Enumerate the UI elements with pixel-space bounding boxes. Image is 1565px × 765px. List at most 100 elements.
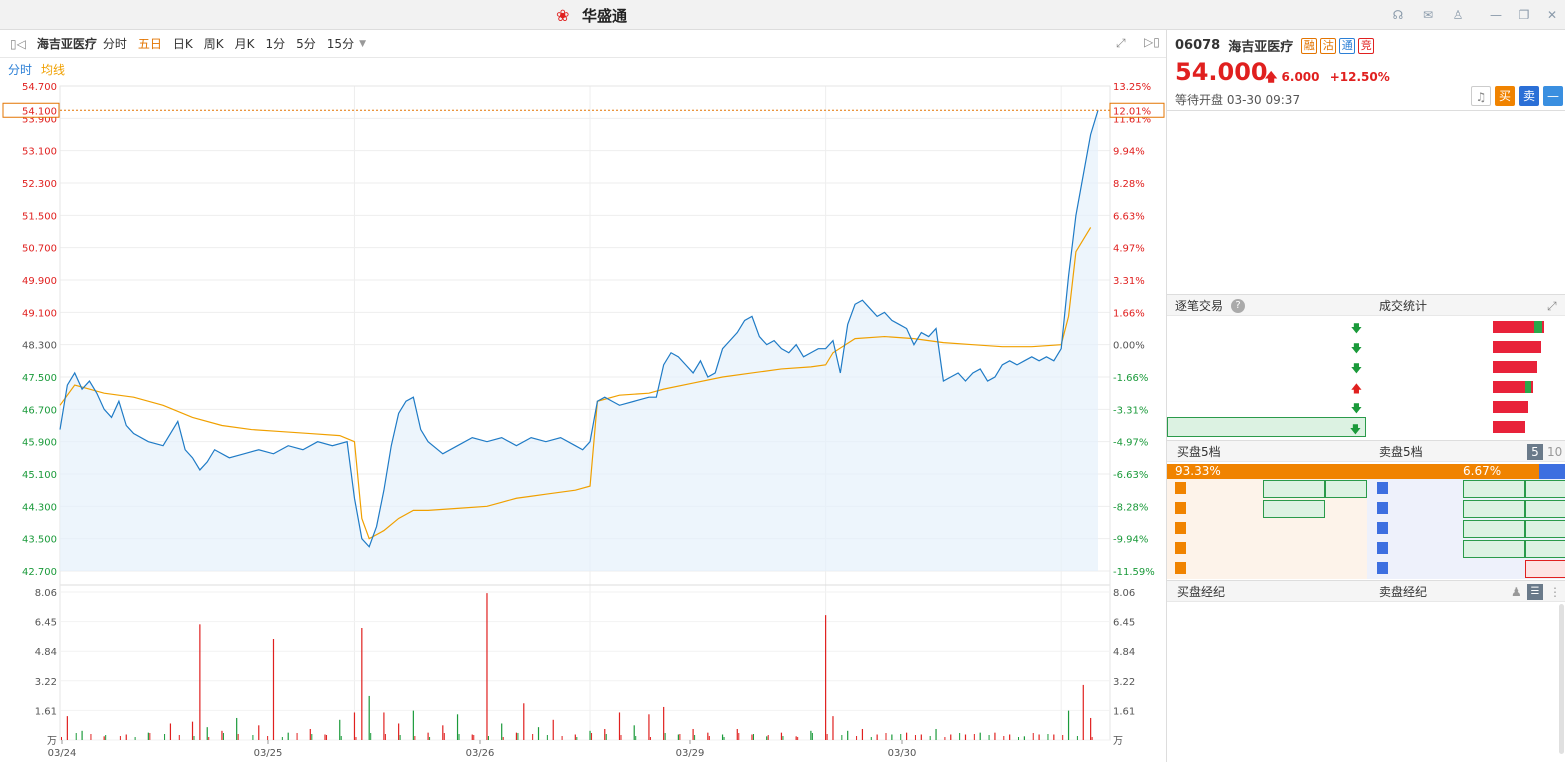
ask-broker-title: 卖盘经纪	[1379, 585, 1428, 599]
expand-icon[interactable]: ⤢	[1116, 36, 1126, 50]
ask-level-row[interactable]	[1367, 499, 1565, 519]
ask-level-row[interactable]	[1367, 479, 1565, 499]
tab-1min[interactable]: 1分	[265, 37, 286, 51]
arrow-down-icon: 🡇	[1350, 322, 1362, 335]
legend-avg[interactable]: 均线	[41, 63, 66, 77]
price-tick: 50.700	[22, 244, 57, 255]
fullscreen-icon[interactable]: ⤢	[1547, 299, 1557, 313]
ask-level-index	[1377, 542, 1388, 554]
tick-row: 🡅	[1167, 377, 1366, 397]
price-tick: 52.300	[22, 179, 57, 190]
bid-broker-row	[1167, 724, 1367, 744]
collapse-panel-icon[interactable]: ▷▯	[1144, 35, 1160, 49]
help-icon[interactable]: ?	[1231, 299, 1245, 313]
sell-button[interactable]: 卖	[1519, 86, 1539, 106]
scrollbar[interactable]	[1559, 604, 1564, 754]
bid-level-row[interactable]	[1167, 519, 1367, 539]
deal-bar	[1493, 381, 1533, 393]
deal-bar	[1493, 421, 1525, 433]
tab-week-k[interactable]: 周K	[203, 37, 224, 51]
current-price-box	[2, 102, 60, 118]
badge-short: 沽	[1320, 37, 1337, 54]
bid-broker-row	[1167, 744, 1367, 764]
chevron-down-icon[interactable]: ▼	[359, 38, 366, 49]
brand-logo-icon: ❀	[556, 5, 570, 25]
grid-icon[interactable]: ⋮⋮	[1549, 585, 1565, 599]
quote-panel: 06078 海吉亚医疗 融 沽 通 竞 54.000 🡅 6.000 +12.5…	[1166, 30, 1565, 762]
close-icon[interactable]: ✕	[1546, 8, 1558, 22]
bid-broker-row	[1167, 664, 1367, 684]
price-line	[59, 110, 1099, 548]
market-status: 等待开盘 03-30 09:37	[1175, 93, 1301, 107]
tab-five-day[interactable]: 五日	[137, 37, 162, 51]
bid-level-index	[1175, 542, 1186, 554]
percent-tick: 1.66%	[1113, 308, 1145, 319]
price-tick: 51.500	[22, 211, 57, 222]
tab-5min[interactable]: 5分	[296, 37, 316, 51]
legend-fenshi[interactable]: 分时	[8, 63, 33, 77]
bell-icon[interactable]: ♫	[1471, 86, 1491, 106]
chart-svg: 54.700 13.25% 53.900 11.61% 53.100 9.94% 52.30…	[2, 82, 1165, 759]
volume-tick: 4.84	[35, 647, 57, 658]
ask-level-row[interactable]	[1367, 539, 1565, 559]
five-day-chart[interactable]: 54.700 13.25% 53.900 11.61% 53.100 9.94% 52.30…	[0, 80, 1166, 762]
list-icon[interactable]: ☰	[1527, 584, 1543, 600]
current-pct-box	[1109, 102, 1165, 118]
ask-level-index	[1377, 502, 1388, 514]
bid-volume-box	[1263, 500, 1325, 518]
arrow-down-icon: 🡇	[1349, 423, 1361, 436]
bid-level-row[interactable]	[1167, 479, 1367, 499]
percent-tick: -8.28%	[1113, 502, 1148, 513]
tick-row: 🡇	[1167, 357, 1366, 377]
ask-level-row[interactable]	[1367, 519, 1565, 539]
deal-bar	[1493, 361, 1537, 373]
ask-level-row[interactable]	[1367, 559, 1565, 579]
tab-day-k[interactable]: 日K	[172, 37, 193, 51]
bid-broker-row	[1167, 644, 1367, 664]
ask-broker-row	[1367, 724, 1556, 744]
tab-month-k[interactable]: 月K	[234, 37, 255, 51]
ask-book	[1367, 479, 1565, 579]
tab-fenshi[interactable]: 分时	[102, 37, 127, 51]
ticks-title: 逐笔交易	[1175, 299, 1224, 313]
minimize-icon[interactable]: —	[1490, 8, 1502, 22]
quote-header: 06078 海吉亚医疗 融 沽 通 竞	[1175, 36, 1375, 55]
collapse-quote-icon[interactable]: —	[1543, 86, 1563, 106]
tab-15min[interactable]: 15分	[326, 37, 355, 51]
panel-toggle-icon[interactable]: ▯◁	[10, 36, 26, 51]
tick-row: 🡇	[1167, 417, 1366, 437]
person-icon[interactable]: ♟	[1511, 585, 1522, 599]
stats-row	[1167, 253, 1565, 273]
bid-level-index	[1175, 482, 1186, 494]
percent-tick: -4.97%	[1113, 438, 1148, 449]
price-tick: 46.700	[22, 405, 57, 416]
current-pct-label: 12.01%	[1113, 106, 1151, 117]
restore-icon[interactable]: ❐	[1518, 8, 1530, 22]
shirt-icon[interactable]: ♙	[1452, 8, 1464, 22]
buy-button[interactable]: 买	[1495, 86, 1515, 106]
deal-row	[1367, 417, 1565, 437]
volume-tick: 万	[47, 736, 57, 747]
ask-broker-row	[1367, 624, 1556, 644]
percent-tick: -9.94%	[1113, 535, 1148, 546]
depth-10-tab[interactable]: 10	[1547, 445, 1563, 459]
volume-tick-right: 8.06	[1113, 588, 1135, 599]
brand: ❀ 华盛通	[556, 5, 627, 26]
bid-level-row[interactable]	[1167, 499, 1367, 519]
last-price: 54.000	[1175, 58, 1268, 86]
headset-icon[interactable]: ☊	[1392, 8, 1404, 22]
ask-broker-row	[1367, 684, 1556, 704]
bid-level-row[interactable]	[1167, 559, 1367, 579]
mail-icon[interactable]: ✉	[1422, 8, 1434, 22]
price-area	[60, 110, 1098, 571]
ask-volume-box	[1463, 540, 1525, 558]
arrow-down-icon: 🡇	[1350, 342, 1362, 355]
price-tick: 53.900	[22, 114, 57, 125]
bid-level-row[interactable]	[1167, 539, 1367, 559]
ask-broker-row	[1367, 644, 1556, 664]
bid-count-box	[1325, 480, 1367, 498]
ask-count-box	[1525, 500, 1565, 518]
depth-5-tab[interactable]: 5	[1527, 444, 1543, 460]
percent-tick: 6.63%	[1113, 211, 1145, 222]
date-label: 03/24	[48, 748, 77, 759]
